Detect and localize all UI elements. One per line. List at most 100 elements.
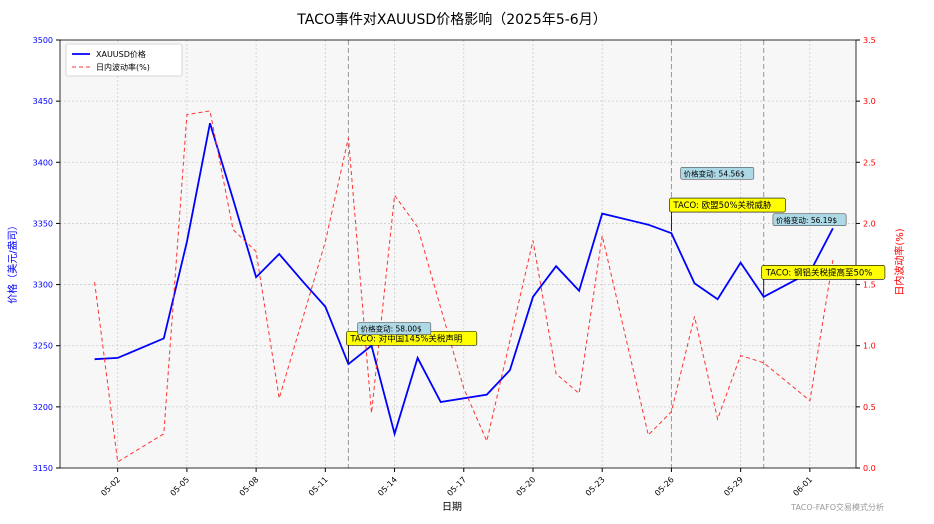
y-left-tick-label: 3300	[33, 281, 53, 290]
volatility-point	[601, 234, 603, 236]
y-right-tick-label: 3.0	[863, 97, 876, 106]
y-right-tick-label: 0.5	[863, 403, 876, 412]
x-tick-label: 05-08	[238, 475, 261, 498]
x-tick-label: 05-14	[376, 475, 399, 498]
y-right-tick-label: 3.5	[863, 36, 876, 45]
price-point	[163, 337, 165, 339]
price-point	[670, 232, 672, 234]
price-point	[647, 223, 649, 225]
price-change-box	[772, 213, 847, 227]
y-left-tick-label: 3250	[33, 342, 53, 351]
volatility-point	[116, 461, 118, 463]
legend-label: 日内波动率(%)	[96, 62, 150, 72]
price-point	[232, 198, 234, 200]
price-point	[416, 357, 418, 359]
price-point	[739, 261, 741, 263]
volatility-point	[163, 433, 165, 435]
volatility-point	[716, 418, 718, 420]
y-right-tick-label: 1.0	[863, 342, 876, 351]
event-annotation-box	[669, 197, 786, 213]
y-axis-right-label: 日内波动率(%)	[893, 228, 906, 295]
y-left-tick-label: 3500	[33, 36, 53, 45]
x-axis-label: 日期	[442, 501, 462, 513]
price-point	[763, 296, 765, 298]
price-series-line	[94, 122, 834, 438]
price-change-text: 价格变动: 54.56$	[684, 168, 745, 178]
y-left-tick-label: 3350	[33, 219, 53, 228]
volatility-point	[347, 137, 349, 139]
price-point	[532, 296, 534, 298]
x-tick-label: 05-29	[722, 475, 745, 498]
price-change-text: 价格变动: 56.19$	[776, 215, 837, 225]
x-tick-label: 05-05	[169, 475, 192, 498]
price-point	[716, 298, 718, 300]
price-point	[693, 282, 695, 284]
x-tick-label: 05-23	[584, 475, 607, 498]
volatility-point	[324, 241, 326, 243]
y-axis-left-label: 价格（美元/盎司）	[6, 220, 19, 303]
legend-box	[65, 43, 183, 77]
y-right-tick-label: 2.0	[863, 219, 876, 228]
x-tick-label: 05-11	[307, 475, 330, 498]
volatility-point	[393, 194, 395, 196]
volatility-point	[647, 434, 649, 436]
volatility-point	[739, 354, 741, 356]
price-change-box	[357, 322, 432, 335]
event-annotation-text: TACO: 钢铝关税提高至50%	[765, 267, 873, 278]
price-point	[555, 265, 557, 267]
volatility-point	[578, 392, 580, 394]
price-point	[601, 212, 603, 214]
volatility-point	[463, 387, 465, 389]
volatility-point	[278, 397, 280, 399]
price-point	[578, 289, 580, 291]
plot-frame	[59, 39, 857, 469]
price-point	[278, 253, 280, 255]
chart-title: TACO事件对XAUUSD价格影响（2025年5-6月）	[296, 12, 606, 28]
volatility-point	[232, 228, 234, 230]
plot-area	[60, 40, 856, 468]
price-point	[509, 369, 511, 371]
x-tick-label: 06-01	[791, 475, 814, 498]
volatility-point	[670, 411, 672, 413]
y-left-tick-label: 3450	[33, 97, 53, 106]
volatility-point	[555, 373, 557, 375]
y-left-tick-label: 3150	[33, 464, 53, 473]
volatility-point	[832, 259, 834, 261]
price-point	[347, 363, 349, 365]
y-right-tick-label: 0.0	[863, 464, 876, 473]
volatility-point	[209, 110, 211, 112]
price-point	[301, 280, 303, 282]
price-point	[93, 358, 95, 360]
volatility-point	[532, 239, 534, 241]
volatility-point	[809, 400, 811, 402]
legend-label: XAUUSD价格	[96, 49, 146, 59]
y-left-tick-label: 3400	[33, 158, 53, 167]
event-annotation-text: TACO: 对中国145%关税声明	[349, 333, 462, 344]
y-right-tick-label: 2.5	[863, 158, 876, 167]
price-point	[324, 305, 326, 307]
price-point	[209, 122, 211, 124]
y-left-tick-label: 3200	[33, 403, 53, 412]
event-annotation-text: TACO: 欧盟50%关税威胁	[672, 200, 772, 211]
watermark: TACO-FAFO交易模式分析	[790, 502, 884, 512]
volatility-point	[763, 362, 765, 364]
event-annotation-box	[761, 265, 886, 280]
volatility-point	[370, 412, 372, 414]
x-tick-label: 05-17	[445, 475, 468, 498]
volatility-series-line	[94, 110, 834, 463]
volatility-point	[693, 315, 695, 317]
volatility-point	[186, 113, 188, 115]
price-change-box	[680, 167, 755, 180]
price-change-text: 价格变动: 58.00$	[361, 324, 422, 334]
price-point	[255, 276, 257, 278]
volatility-point	[416, 226, 418, 228]
price-point	[439, 401, 441, 403]
volatility-point	[93, 281, 95, 283]
x-tick-label: 05-02	[99, 475, 122, 498]
volatility-point	[255, 250, 257, 252]
x-tick-label: 05-20	[515, 475, 538, 498]
price-point	[116, 357, 118, 359]
x-tick-label: 05-26	[653, 475, 676, 498]
